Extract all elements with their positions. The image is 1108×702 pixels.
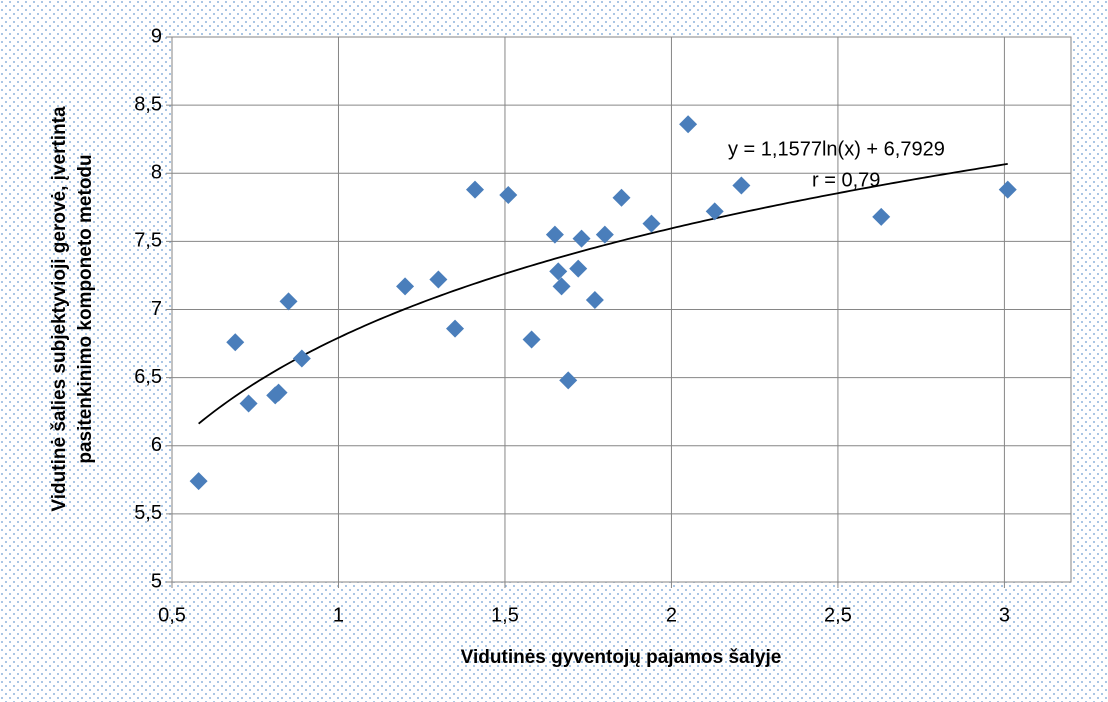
y-tick-label: 5 <box>151 570 162 592</box>
point <box>872 207 891 226</box>
y-tick-label: 8 <box>151 162 162 184</box>
y-tick-label: 6,5 <box>134 366 162 388</box>
point <box>998 180 1017 199</box>
y-axis-title: Vidutinė šalies subjektyvioji gerovė, įv… <box>49 106 70 512</box>
trendline-equation: y = 1,1577ln(x) + 6,7929 <box>728 138 945 160</box>
x-tick-label: 0,5 <box>158 604 186 626</box>
trendline-r: r = 0,79 <box>812 169 880 191</box>
point <box>239 394 258 413</box>
point <box>429 270 448 289</box>
point <box>585 290 604 309</box>
y-tick-label: 7 <box>151 298 162 320</box>
point <box>292 349 311 368</box>
x-axis-title: Vidutinės gyventojų pajamos šalyje <box>461 647 782 668</box>
point <box>465 180 484 199</box>
plot-border <box>171 36 1072 583</box>
y-tick-label: 9 <box>151 25 162 47</box>
point <box>569 259 588 278</box>
trendline <box>198 163 1008 425</box>
point <box>396 277 415 296</box>
point <box>705 202 724 221</box>
point <box>595 225 614 244</box>
point <box>522 330 541 349</box>
x-tick-label: 1 <box>333 604 344 626</box>
x-tick-label: 1,5 <box>491 604 519 626</box>
point <box>279 292 298 311</box>
point <box>642 214 661 233</box>
point <box>226 333 245 352</box>
point <box>732 176 751 195</box>
y-tick-label: 7,5 <box>134 230 162 252</box>
y-axis-title: pasitenkinimo komponeto metodu <box>75 154 96 463</box>
y-tick-label: 5,5 <box>134 502 162 524</box>
x-tick-label: 3 <box>999 604 1010 626</box>
point <box>559 371 578 390</box>
x-tick-label: 2,5 <box>824 604 852 626</box>
point <box>189 472 208 491</box>
y-tick-label: 8,5 <box>134 93 162 115</box>
point <box>446 319 465 338</box>
point <box>269 383 288 402</box>
point <box>612 188 631 207</box>
point <box>545 225 564 244</box>
point <box>549 262 568 281</box>
y-tick-label: 6 <box>151 434 162 456</box>
point <box>572 229 591 248</box>
x-tick-label: 2 <box>666 604 677 626</box>
point <box>552 277 571 296</box>
point <box>499 186 518 205</box>
point <box>679 115 698 134</box>
